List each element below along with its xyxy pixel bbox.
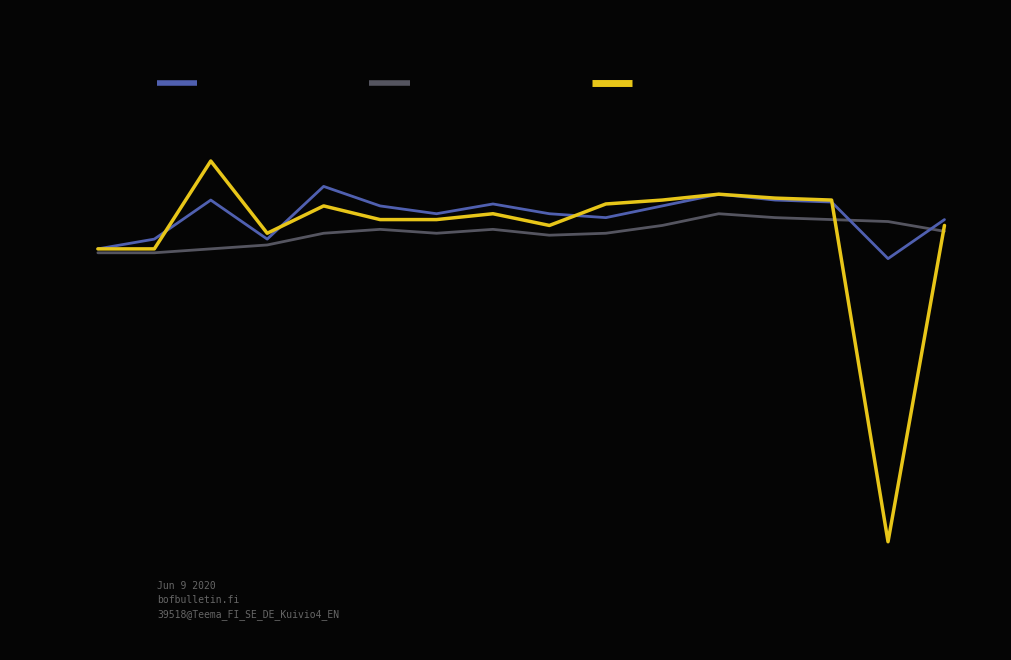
Text: Jun 9 2020
bofbulletin.fi
39518@Teema_FI_SE_DE_Kuivio4_EN: Jun 9 2020 bofbulletin.fi 39518@Teema_FI… (157, 581, 339, 620)
